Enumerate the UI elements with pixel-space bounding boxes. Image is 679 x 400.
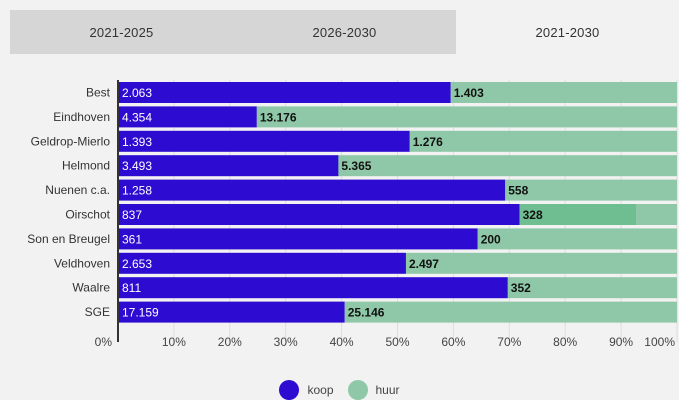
bar-koop [118, 155, 339, 177]
data-label-huur: 25.146 [348, 306, 385, 320]
category-label: Son en Breugel [27, 232, 110, 246]
tick-label: 0% [95, 335, 113, 349]
legend-swatch-koop [279, 380, 300, 400]
category-label: Waalre [72, 281, 110, 295]
data-label-koop: 3.493 [122, 159, 152, 173]
category-label: Nuenen c.a. [45, 183, 110, 197]
bar-huur [450, 82, 677, 103]
bar-koop [118, 179, 506, 201]
data-label-koop: 837 [122, 208, 142, 222]
data-label-koop: 1.393 [122, 135, 152, 149]
tick-label: 50% [385, 335, 409, 349]
data-label-koop: 1.258 [122, 184, 152, 198]
tick-label: 80% [553, 335, 577, 349]
category-label: Helmond [62, 159, 110, 173]
data-label-huur: 2.497 [409, 257, 439, 271]
tab-2026-2030[interactable]: 2026-2030 [233, 10, 456, 54]
data-label-koop: 2.653 [122, 257, 152, 271]
data-label-koop: 4.354 [122, 110, 152, 124]
period-tabs: 2021-2025 2026-2030 2021-2030 [10, 10, 679, 54]
bar-koop [118, 82, 451, 103]
legend-item-koop[interactable]: koop [279, 380, 334, 400]
data-label-huur: 352 [511, 281, 531, 295]
bar-huur [405, 252, 677, 274]
data-label-huur: 328 [523, 208, 543, 222]
chart-legend: koop huur [0, 380, 679, 400]
bar-koop [118, 130, 410, 152]
data-label-huur: 1.403 [454, 86, 484, 100]
data-label-koop: 811 [122, 281, 141, 295]
tick-label: 10% [162, 335, 186, 349]
bar-koop [118, 106, 257, 128]
legend-item-huur[interactable]: huur [347, 380, 400, 400]
data-label-koop: 361 [122, 232, 142, 246]
category-label: SGE [85, 305, 110, 319]
bar-koop [118, 204, 520, 225]
tick-label: 40% [330, 335, 354, 349]
tick-label: 100% [644, 335, 675, 349]
tick-label: 70% [497, 335, 521, 349]
data-label-huur: 13.176 [260, 110, 297, 124]
tick-label: 30% [274, 335, 298, 349]
bar-huur [256, 106, 677, 128]
bar-koop [118, 301, 345, 323]
legend-label-huur: huur [375, 383, 400, 397]
category-label: Geldrop-Mierlo [31, 134, 111, 148]
category-label: Oirschot [65, 208, 110, 222]
bar-koop [118, 252, 406, 274]
bar-huur [338, 155, 677, 177]
bar-koop [118, 228, 478, 250]
tab-2021-2025[interactable]: 2021-2025 [10, 10, 233, 54]
data-label-huur: 558 [508, 184, 528, 198]
bar-huur [477, 228, 677, 250]
bar-huur [409, 130, 677, 152]
tick-label: 20% [218, 335, 242, 349]
category-label: Best [86, 86, 111, 100]
legend-label-koop: koop [307, 383, 334, 397]
stacked-bar-chart: Best 2.063 1.403 Eindhoven 4.354 13.176 Geldro… [27, 80, 678, 349]
bar-huur-highlight [519, 204, 637, 225]
data-label-koop: 17.159 [122, 306, 159, 320]
bar-huur [344, 301, 677, 323]
data-label-huur: 200 [481, 232, 501, 246]
bar-koop [118, 277, 508, 299]
tick-label: 60% [441, 335, 465, 349]
tick-label: 90% [609, 335, 633, 349]
category-label: Veldhoven [54, 256, 110, 270]
data-label-koop: 2.063 [122, 86, 152, 100]
data-label-huur: 1.276 [413, 135, 443, 149]
data-label-huur: 5.365 [341, 159, 371, 173]
legend-swatch-huur [347, 380, 368, 400]
category-label: Eindhoven [53, 110, 110, 124]
tab-2021-2030[interactable]: 2021-2030 [456, 10, 679, 54]
bar-huur [507, 277, 677, 299]
bar-huur [505, 179, 677, 201]
